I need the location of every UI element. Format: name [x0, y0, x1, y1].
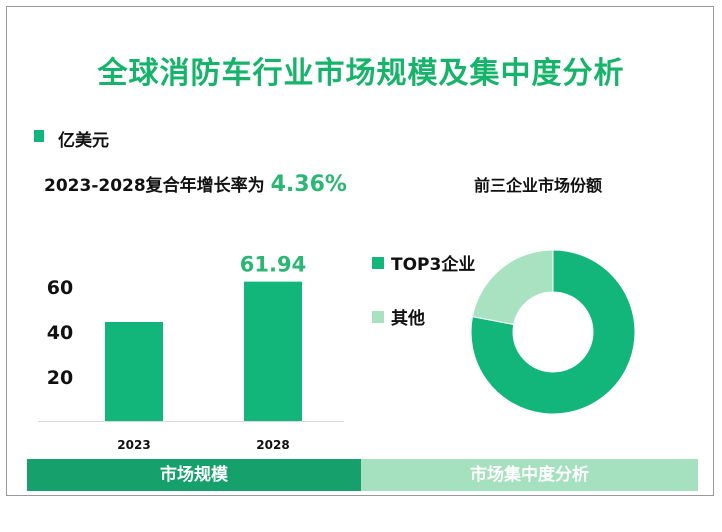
- cagr-text: 2023-2028复合年增长率为 4.36%: [44, 171, 347, 197]
- y-tick-label: 20: [47, 367, 73, 389]
- unit-label: 亿美元: [58, 131, 109, 151]
- legend-label-other: 其他: [391, 309, 425, 329]
- ring-chart-title: 前三企业市场份额: [474, 176, 603, 195]
- data-label: 61.94: [240, 253, 306, 277]
- tab-market-size[interactable]: 市场规模: [27, 459, 361, 491]
- x-tick-label: 2023: [117, 438, 150, 452]
- y-tick-label: 40: [47, 322, 73, 344]
- tab-concentration[interactable]: 市场集中度分析: [361, 459, 698, 491]
- y-tick-label: 60: [47, 277, 73, 299]
- x-tick-label: 2028: [256, 438, 289, 452]
- unit-marker: [34, 130, 44, 142]
- cagr-label: 2023-2028复合年增长率为: [44, 176, 265, 196]
- legend-label-top3: TOP3企业: [391, 255, 476, 275]
- bar-2023: [105, 322, 163, 421]
- legend-item-top3: TOP3企业: [372, 250, 475, 275]
- page-title: 全球消防车行业市场规模及集中度分析: [97, 56, 625, 91]
- legend-swatch-top3: [372, 256, 384, 269]
- cagr-value: 4.36%: [270, 172, 347, 197]
- bar-2028: [244, 281, 302, 421]
- legend-item-other: 其他: [372, 304, 425, 329]
- legend-swatch-other: [372, 310, 384, 323]
